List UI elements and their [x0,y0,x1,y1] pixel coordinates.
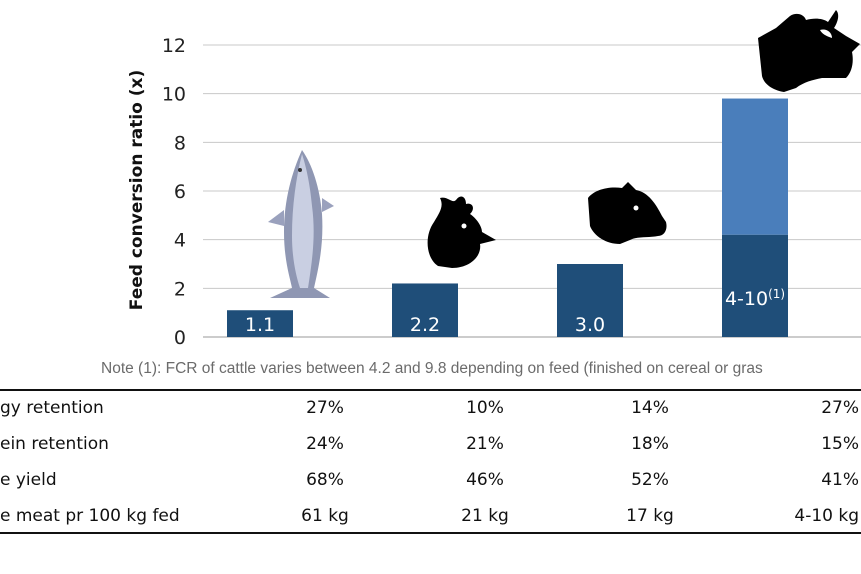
y-axis-ticks: 0 2 4 6 8 10 12 [162,35,186,349]
salmon-icon [268,150,334,298]
table-row: e meat pr 100 kg fed 61 kg 21 kg 17 kg 4-10 … [0,498,861,534]
table-cell: 18% [631,434,669,454]
footnote: Note (1): FCR of cattle varies between 4… [101,360,763,377]
y-tick-label: 10 [162,84,186,106]
bar-cattle [722,234,788,337]
data-label: 1.1 [245,314,275,336]
table-row: gy retention 27% 10% 14% 27% [0,390,861,426]
table-cell: 46% [466,470,504,490]
y-tick-label: 12 [162,35,186,57]
row-label: gy retention [0,398,104,418]
table-cell: 15% [821,434,859,454]
bar-chicken [392,283,458,337]
table-bottom-rule [0,532,861,534]
table-row: e yield 68% 46% 52% 41% [0,462,861,498]
cow-icon [758,10,860,92]
table-cell: 27% [821,398,859,418]
bar-salmon [227,310,293,337]
table-cell: 21% [466,434,504,454]
table-cell: 17 kg [626,506,674,526]
chicken-icon [427,196,496,268]
table-cell: 24% [306,434,344,454]
retention-table: gy retention 27% 10% 14% 27% ein retention 24%… [0,390,861,534]
table-cell: 68% [306,470,344,490]
table-cell: 61 kg [301,506,349,526]
y-tick-label: 8 [174,132,186,154]
table-cell: 4-10 kg [794,506,859,526]
table-cell: 27% [306,398,344,418]
bar-pig [557,264,623,337]
y-tick-label: 2 [174,278,186,300]
bars-group [227,98,788,337]
row-label: ein retention [0,434,109,454]
row-label: e yield [0,470,57,490]
data-label: 2.2 [410,314,440,336]
pig-icon [588,182,667,244]
table-cell: 10% [466,398,504,418]
table-row: ein retention 24% 21% 18% 15% [0,426,861,462]
data-label: 3.0 [575,314,605,336]
fcr-bar-chart: 0 2 4 6 8 10 12 Feed conversion ratio (x) 1.1 2… [127,10,861,349]
y-tick-label: 6 [174,181,186,203]
bar-range-cattle [722,98,788,235]
table-cell: 52% [631,470,669,490]
table-top-rule [0,389,861,391]
table-cell: 21 kg [461,506,509,526]
y-axis-label: Feed conversion ratio (x) [127,70,147,310]
y-tick-label: 4 [174,230,186,252]
table-cell: 41% [821,470,859,490]
table-cell: 14% [631,398,669,418]
row-label: e meat pr 100 kg fed [0,506,180,526]
data-labels: 1.1 2.2 3.04-10(1) [245,287,785,336]
y-tick-label: 0 [174,327,186,349]
